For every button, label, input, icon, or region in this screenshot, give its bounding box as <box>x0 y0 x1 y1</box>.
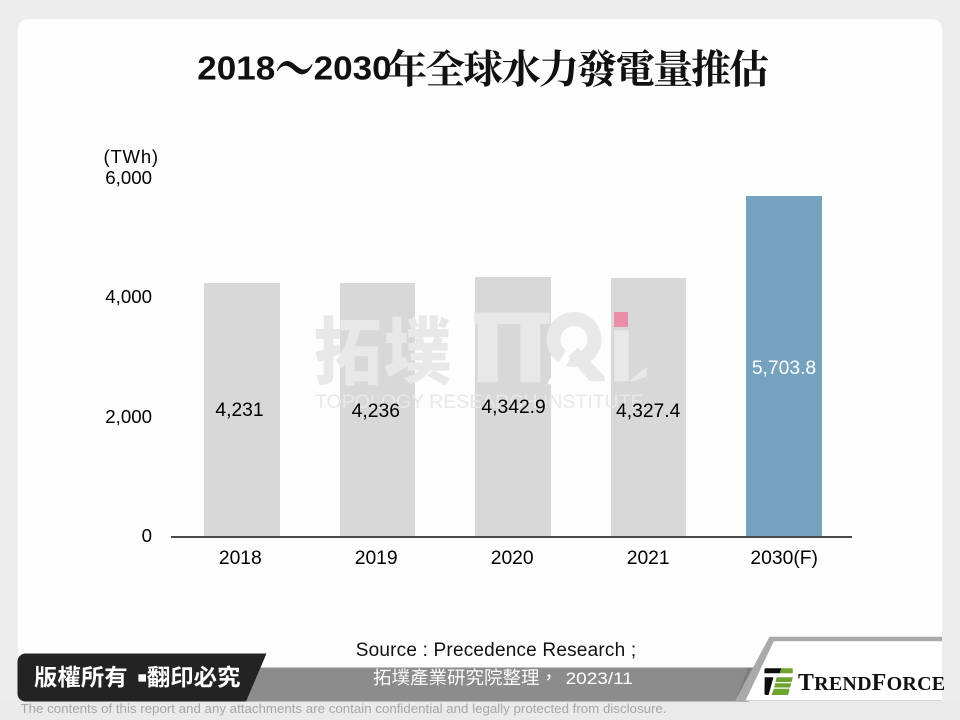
svg-text:2018: 2018 <box>197 50 275 87</box>
svg-text:2023/11: 2023/11 <box>566 669 633 688</box>
svg-text:2030: 2030 <box>314 50 392 87</box>
svg-text:TOPOLOGY RESEARCH INSTITUTE: TOPOLOGY RESEARCH INSTITUTE <box>315 391 644 413</box>
svg-text:TRENDFORCE: TRENDFORCE <box>798 670 945 696</box>
